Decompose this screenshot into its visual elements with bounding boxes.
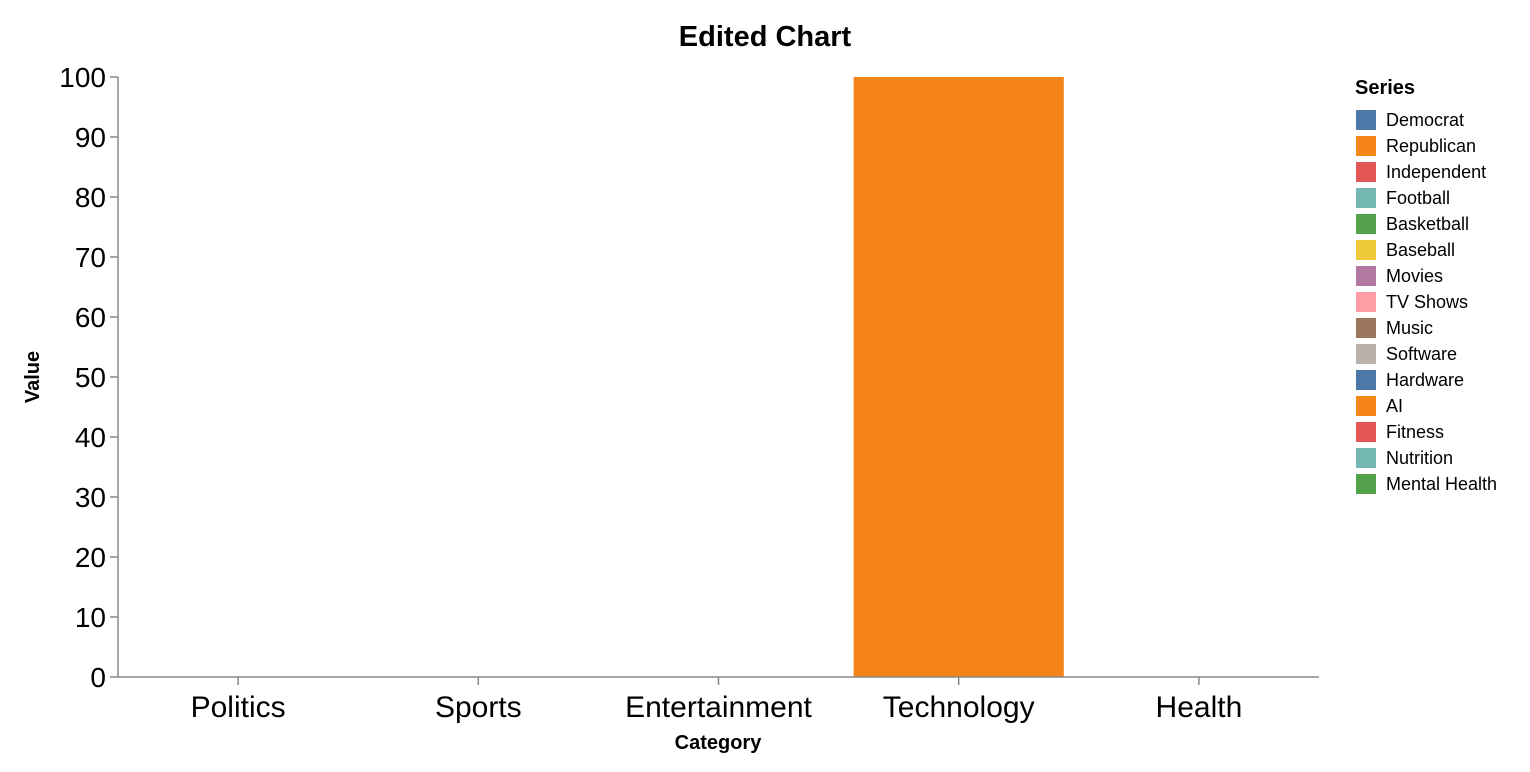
bars-group — [853, 77, 1064, 677]
legend-label: Movies — [1386, 266, 1443, 286]
legend-swatch — [1356, 110, 1376, 130]
y-tick-label: 0 — [90, 662, 106, 693]
legend-swatch — [1356, 370, 1376, 390]
legend-swatch — [1356, 240, 1376, 260]
legend-label: Music — [1386, 318, 1433, 338]
legend-swatch — [1356, 162, 1376, 182]
y-tick-label: 70 — [75, 242, 106, 273]
legend-label: Football — [1386, 188, 1450, 208]
y-tick-label: 80 — [75, 182, 106, 213]
legend-label: Democrat — [1386, 110, 1464, 130]
y-axis-title: Value — [22, 351, 44, 403]
y-axis: 0 10 20 30 40 50 60 70 80 90 100 — [59, 62, 119, 693]
legend-label: Software — [1386, 344, 1457, 364]
legend-swatch — [1356, 422, 1376, 442]
legend-label: AI — [1386, 396, 1403, 416]
y-tick-label: 20 — [75, 542, 106, 573]
legend-swatch — [1356, 396, 1376, 416]
x-tick-label: Entertainment — [625, 691, 812, 724]
legend-swatch — [1356, 214, 1376, 234]
x-tick-label: Politics — [191, 691, 286, 724]
y-tick-label: 50 — [75, 362, 106, 393]
y-tick-label: 40 — [75, 422, 106, 453]
legend-swatch — [1356, 188, 1376, 208]
x-axis: Politics Sports Entertainment Technology Hea… — [118, 676, 1319, 724]
x-tick-label: Health — [1156, 691, 1243, 724]
y-tick-label: 10 — [75, 602, 106, 633]
legend-swatch — [1356, 136, 1376, 156]
legend-label: TV Shows — [1386, 292, 1468, 312]
legend-label: Basketball — [1386, 214, 1469, 234]
x-axis-title: Category — [675, 732, 763, 754]
legend-label: Republican — [1386, 136, 1476, 156]
legend-label: Baseball — [1386, 240, 1455, 260]
legend-swatch — [1356, 266, 1376, 286]
legend-label: Mental Health — [1386, 474, 1497, 494]
legend-swatch — [1356, 474, 1376, 494]
y-tick-label: 60 — [75, 302, 106, 333]
bar-technology-republican — [853, 77, 1064, 677]
y-tick-label: 30 — [75, 482, 106, 513]
legend-title: Series — [1355, 77, 1415, 99]
legend-label: Hardware — [1386, 370, 1464, 390]
y-tick-label: 100 — [59, 62, 106, 93]
legend-swatch — [1356, 448, 1376, 468]
legend-label: Independent — [1386, 162, 1486, 182]
legend-label: Nutrition — [1386, 448, 1453, 468]
y-tick-label: 90 — [75, 122, 106, 153]
legend-swatch — [1356, 292, 1376, 312]
legend-label: Fitness — [1386, 422, 1444, 442]
legend-swatch — [1356, 344, 1376, 364]
x-tick-label: Technology — [883, 691, 1035, 724]
legend: Series Democrat Republican Independent Foot… — [1355, 77, 1497, 494]
chart-title: Edited Chart — [679, 21, 852, 53]
x-tick-label: Sports — [435, 691, 522, 724]
legend-swatch — [1356, 318, 1376, 338]
